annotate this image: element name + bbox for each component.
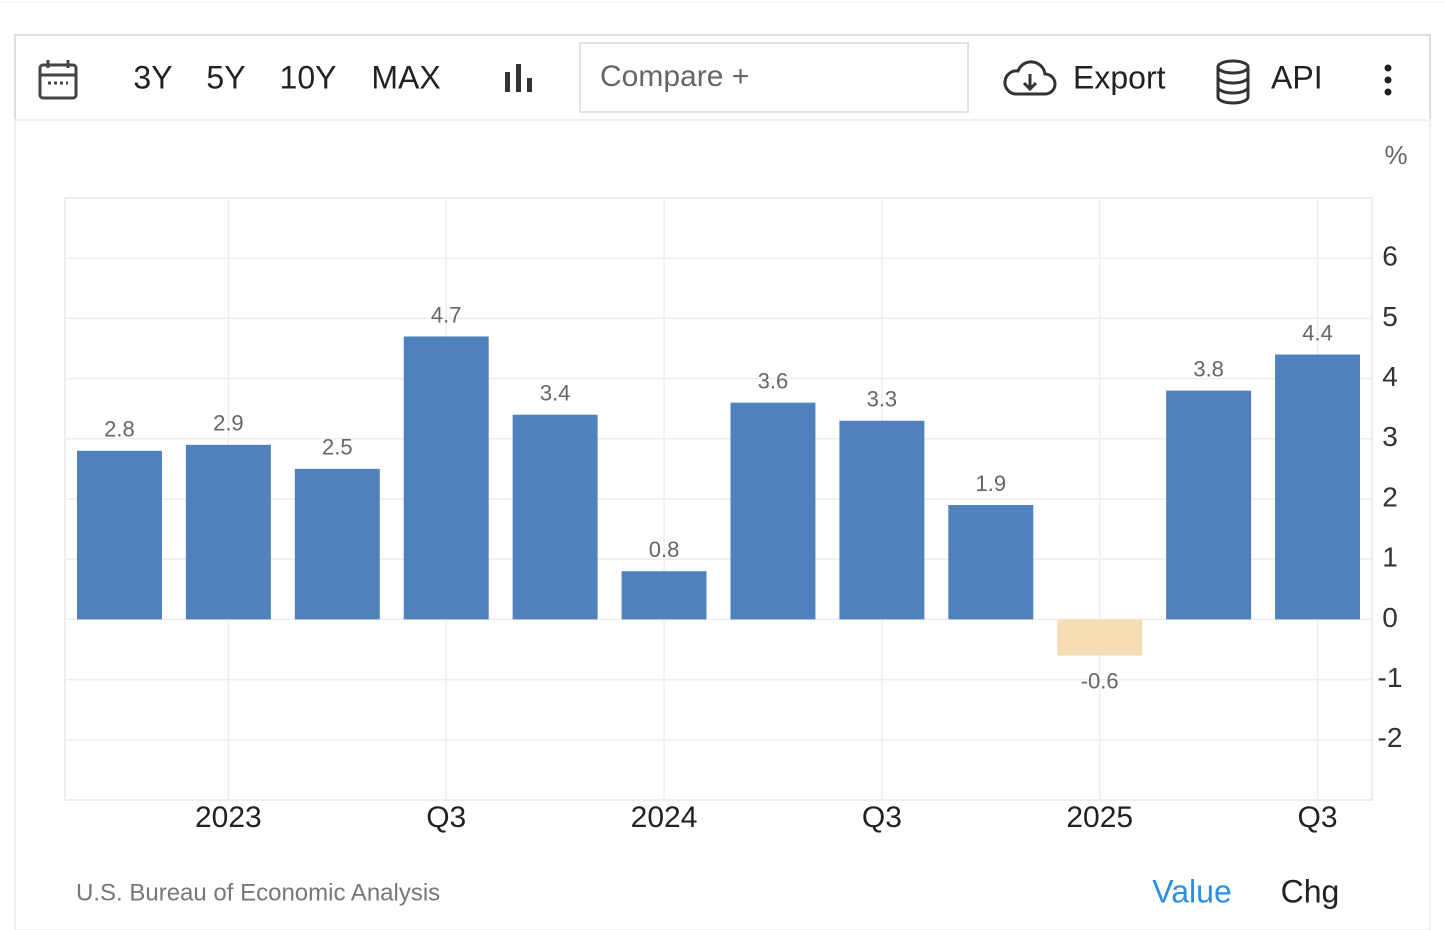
bar [512, 414, 598, 620]
value-toggle[interactable]: Value [1152, 873, 1231, 909]
source: U.S. Bureau of Economic Analysis [76, 879, 440, 906]
api-icon[interactable] [1216, 59, 1250, 105]
y-tick-label: 1 [1382, 542, 1398, 573]
x-tick-label: Q3 [1298, 801, 1338, 834]
x-tick-label: 2023 [195, 801, 262, 834]
y-tick-label: 0 [1382, 602, 1398, 633]
data-label: 2.8 [104, 417, 135, 442]
range-button[interactable]: 10Y [280, 59, 337, 95]
range-button[interactable]: MAX [371, 59, 440, 95]
data-label: 3.8 [1193, 356, 1224, 381]
range-button[interactable]: 5Y [206, 59, 245, 95]
bar [1057, 619, 1143, 656]
bar [1275, 354, 1361, 620]
y-tick-label: -2 [1378, 722, 1403, 753]
x-tick-label: 2024 [631, 801, 698, 834]
bar [185, 444, 271, 620]
data-label: 4.7 [431, 302, 462, 327]
data-label: 4.4 [1302, 320, 1333, 345]
x-tick-label: 2025 [1066, 801, 1133, 834]
bar [621, 571, 707, 620]
y-tick-label: 5 [1382, 301, 1398, 332]
compare-box[interactable] [579, 42, 969, 113]
bar [839, 420, 925, 620]
bar-chart-icon[interactable] [505, 64, 532, 92]
data-label: 3.3 [867, 387, 898, 412]
data-label: -0.6 [1081, 668, 1119, 693]
data-label: 3.6 [758, 368, 789, 393]
x-tick-label: Q3 [426, 801, 466, 834]
data-label: 3.4 [540, 381, 571, 406]
more-menu[interactable] [1384, 64, 1392, 96]
bar [948, 505, 1034, 620]
y-tick-label: 6 [1382, 241, 1398, 272]
chart-panel [14, 119, 1431, 930]
range-button[interactable]: 3Y [133, 59, 172, 95]
x-tick-label: Q3 [862, 801, 902, 834]
y-tick-label: 4 [1382, 361, 1398, 392]
data-label: 0.8 [649, 537, 680, 562]
bar [294, 468, 380, 620]
calendar-icon[interactable] [38, 60, 78, 100]
data-label: 2.9 [213, 411, 244, 436]
bar [76, 450, 162, 620]
bar [1166, 390, 1252, 620]
data-label: 2.5 [322, 435, 353, 460]
api-button[interactable]: API [1271, 59, 1323, 95]
y-tick-label: 2 [1382, 481, 1398, 512]
y-tick-label: -1 [1378, 662, 1403, 693]
export-button[interactable]: Export [1073, 59, 1166, 95]
bar [730, 402, 816, 620]
compare-input[interactable]: Compare + [600, 60, 749, 93]
data-label: 1.9 [975, 471, 1006, 496]
bar [403, 336, 489, 620]
chg-toggle[interactable]: Chg [1281, 873, 1340, 909]
y-tick-label: 3 [1382, 421, 1398, 452]
export-icon[interactable] [1003, 60, 1057, 96]
unit-label: % [1384, 140, 1407, 170]
